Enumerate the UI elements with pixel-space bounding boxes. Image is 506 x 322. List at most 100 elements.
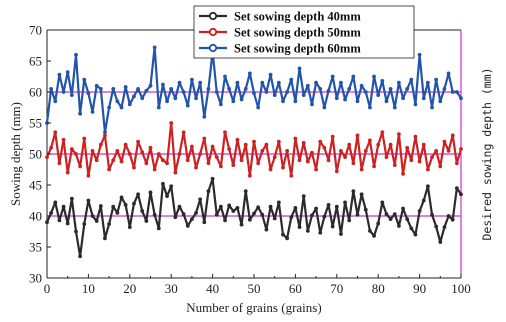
data-point xyxy=(53,200,58,205)
y-tick-label: 60 xyxy=(29,85,42,100)
data-point xyxy=(156,152,161,156)
data-point xyxy=(260,80,265,85)
data-point xyxy=(45,155,49,160)
data-point xyxy=(351,161,356,166)
data-point xyxy=(454,186,459,191)
data-point xyxy=(256,161,261,166)
legend-swatch-marker xyxy=(208,11,218,21)
x-tick-label: 10 xyxy=(82,281,95,296)
data-point xyxy=(326,202,331,207)
data-point xyxy=(450,90,455,94)
data-point xyxy=(119,159,124,164)
data-point xyxy=(53,130,58,135)
data-point xyxy=(123,202,128,207)
data-point xyxy=(359,83,364,88)
data-point xyxy=(297,225,302,230)
data-point xyxy=(446,149,451,153)
data-point xyxy=(169,121,174,125)
data-point xyxy=(347,218,352,223)
data-point xyxy=(430,212,434,217)
data-point xyxy=(78,254,83,259)
data-point xyxy=(355,133,360,138)
x-tick-label: 100 xyxy=(451,281,471,296)
data-point xyxy=(165,161,169,166)
data-point xyxy=(161,82,165,87)
x-tick-label: 40 xyxy=(206,281,219,296)
data-point xyxy=(103,236,107,241)
data-point xyxy=(111,204,116,209)
data-point xyxy=(223,130,227,135)
data-point xyxy=(438,240,443,244)
series-line-2 xyxy=(45,46,462,134)
data-point xyxy=(61,90,66,94)
data-point xyxy=(318,87,323,91)
data-point xyxy=(152,45,157,50)
data-point xyxy=(148,190,153,195)
data-point xyxy=(98,204,103,208)
data-point xyxy=(202,114,207,119)
data-point xyxy=(260,212,265,217)
data-point xyxy=(74,152,78,156)
data-point xyxy=(107,222,111,226)
data-point xyxy=(194,96,198,101)
data-point xyxy=(293,136,298,141)
data-point xyxy=(297,158,302,163)
data-point xyxy=(235,137,240,142)
data-point xyxy=(268,204,273,209)
x-tick-label: 20 xyxy=(123,281,136,296)
data-point xyxy=(119,105,124,110)
data-point xyxy=(334,169,339,174)
data-point xyxy=(305,159,310,164)
data-point xyxy=(140,209,145,213)
data-point xyxy=(227,203,232,208)
data-point xyxy=(185,224,190,228)
data-point xyxy=(438,164,443,169)
data-point xyxy=(450,133,455,138)
legend-label: Set sowing depth 50mm xyxy=(234,26,361,40)
data-point xyxy=(49,87,54,91)
data-point xyxy=(57,161,62,166)
data-point xyxy=(450,217,455,222)
data-point xyxy=(343,155,347,160)
legend-label: Set sowing depth 60mm xyxy=(234,42,361,56)
data-point xyxy=(289,173,294,178)
data-point xyxy=(413,134,418,139)
data-point xyxy=(442,87,447,91)
y-axis-ticks: 30 35 40 45 50 55 60 65 70 xyxy=(29,23,51,286)
data-point xyxy=(127,152,132,156)
data-point xyxy=(363,149,368,153)
data-point xyxy=(165,99,169,104)
data-point xyxy=(214,90,219,94)
data-point xyxy=(314,206,318,211)
data-point xyxy=(198,152,203,156)
data-point xyxy=(82,136,87,141)
data-point xyxy=(61,204,66,209)
data-point xyxy=(405,217,410,222)
data-point xyxy=(152,167,157,172)
data-point xyxy=(459,147,463,151)
data-point xyxy=(247,71,252,76)
data-point xyxy=(264,142,269,147)
data-point xyxy=(264,227,269,232)
data-point xyxy=(413,232,418,237)
data-point xyxy=(434,149,439,153)
x-tick-label: 0 xyxy=(44,281,51,296)
series-0 xyxy=(45,176,463,259)
data-point xyxy=(272,155,277,160)
y-tick-label: 45 xyxy=(29,178,42,193)
data-point xyxy=(459,192,463,197)
data-point xyxy=(260,149,265,153)
data-point xyxy=(190,217,194,222)
data-point xyxy=(421,96,426,101)
data-point xyxy=(388,217,393,222)
data-point xyxy=(252,91,256,96)
data-point xyxy=(132,201,136,206)
data-point xyxy=(268,167,273,172)
data-point xyxy=(198,80,203,85)
data-point xyxy=(347,87,352,91)
data-point xyxy=(198,197,203,202)
data-point xyxy=(409,158,414,163)
data-point xyxy=(281,99,285,104)
y-axis-label: Sowing depth (mm) xyxy=(8,102,23,206)
